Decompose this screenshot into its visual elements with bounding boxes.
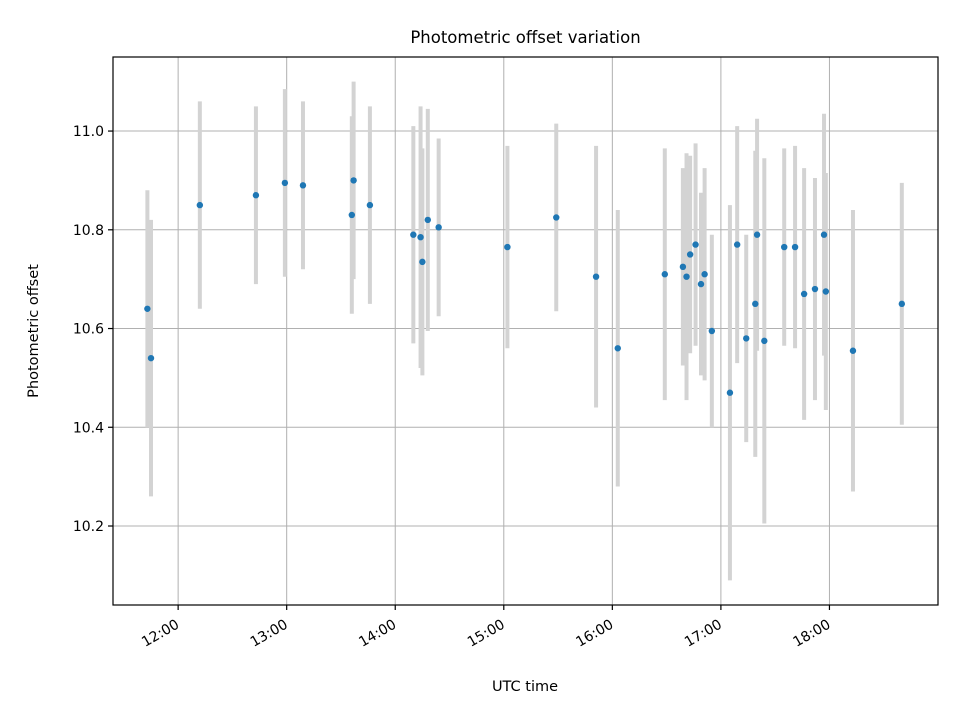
data-point xyxy=(435,224,442,231)
data-point xyxy=(708,327,716,335)
data-point xyxy=(299,182,307,189)
y-tick-label: 11.0 xyxy=(73,124,104,140)
data-point xyxy=(697,280,705,288)
plot-frame xyxy=(112,56,939,606)
data-point xyxy=(348,211,356,219)
data-point xyxy=(679,263,687,271)
x-axis-label: UTC time xyxy=(492,679,558,695)
data-points xyxy=(144,177,906,396)
data-point xyxy=(820,231,828,238)
data-point xyxy=(144,305,151,312)
data-point xyxy=(726,389,734,396)
data-point xyxy=(752,300,759,308)
data-point xyxy=(614,345,621,352)
data-point xyxy=(419,258,426,266)
y-tick-label: 10.6 xyxy=(73,322,104,338)
data-point xyxy=(661,271,669,278)
data-point xyxy=(761,337,768,345)
data-point xyxy=(683,273,690,280)
data-point xyxy=(350,177,357,184)
data-point xyxy=(366,201,374,209)
grid xyxy=(113,57,938,605)
chart-title: Photometric offset variation xyxy=(410,28,640,47)
y-tick-label: 10.8 xyxy=(73,223,104,239)
y-tick-label: 10.2 xyxy=(73,519,104,535)
data-point xyxy=(849,347,857,354)
data-point xyxy=(686,251,694,258)
data-point xyxy=(252,192,260,199)
data-point xyxy=(898,300,906,308)
data-point xyxy=(424,216,432,224)
data-point xyxy=(822,288,830,295)
y-axis: 10.2 10.4 10.6 10.8 11.0 xyxy=(73,124,113,535)
data-point xyxy=(196,201,204,209)
data-point xyxy=(753,231,761,238)
data-point xyxy=(743,335,750,342)
data-point xyxy=(781,243,788,251)
data-point xyxy=(791,243,799,251)
data-point xyxy=(701,271,708,278)
data-point xyxy=(417,233,424,241)
data-point xyxy=(811,285,819,293)
data-point xyxy=(147,354,155,362)
y-tick-label: 10.4 xyxy=(73,420,104,436)
data-point xyxy=(504,243,511,251)
data-point xyxy=(410,231,417,238)
data-point xyxy=(592,273,600,280)
data-point xyxy=(800,290,808,298)
data-point xyxy=(733,241,741,248)
y-axis-label: Photometric offset xyxy=(26,264,42,398)
data-point xyxy=(692,241,699,248)
data-point xyxy=(553,214,560,221)
data-point xyxy=(281,179,289,187)
